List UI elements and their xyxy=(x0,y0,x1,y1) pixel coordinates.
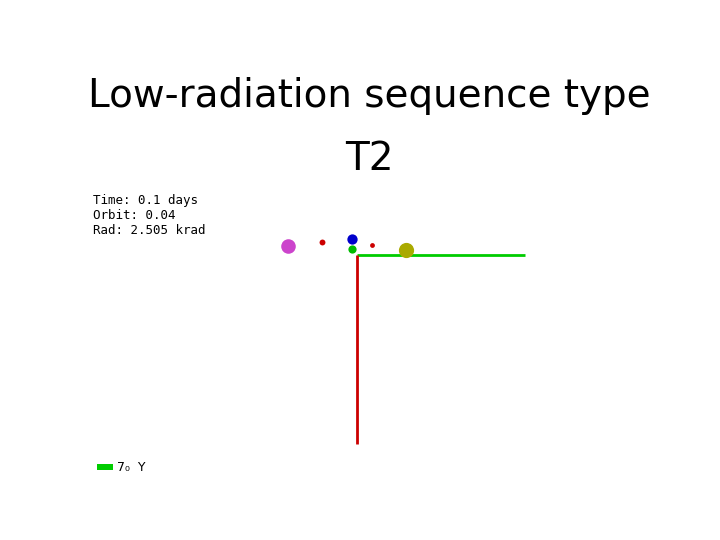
Text: Low-radiation sequence type: Low-radiation sequence type xyxy=(88,77,650,115)
Text: 7₀  Y: 7₀ Y xyxy=(117,461,145,474)
Point xyxy=(282,241,294,250)
Text: Time: 0.1 days
Orbit: 0.04
Rad: 2.505 krad: Time: 0.1 days Orbit: 0.04 Rad: 2.505 kr… xyxy=(93,194,205,237)
Point xyxy=(346,244,358,253)
Point xyxy=(400,246,412,254)
FancyBboxPatch shape xyxy=(96,464,114,470)
Point xyxy=(316,238,328,247)
Point xyxy=(346,235,358,244)
Point xyxy=(366,240,377,249)
Text: T2: T2 xyxy=(345,140,393,178)
